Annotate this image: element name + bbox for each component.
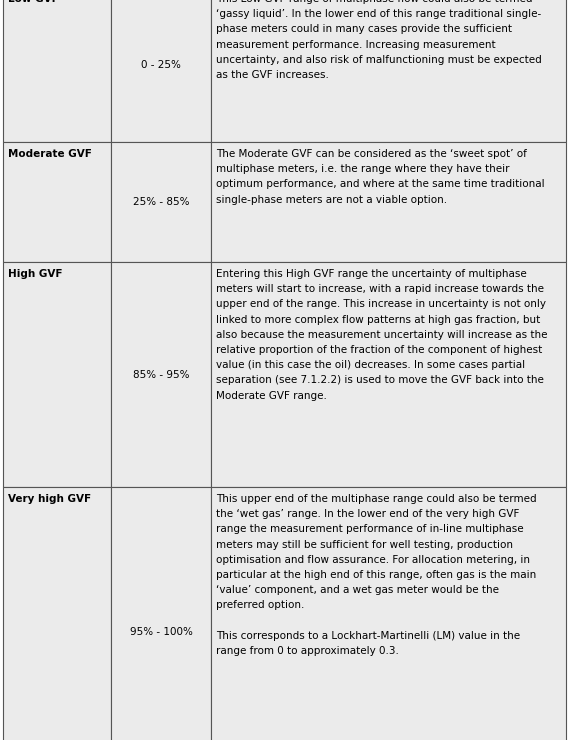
Text: 25% - 85%: 25% - 85% — [133, 197, 189, 207]
Text: Moderate GVF: Moderate GVF — [8, 149, 92, 159]
Text: Low GVF: Low GVF — [8, 0, 59, 4]
Text: This upper end of the multiphase range could also be termed
the ‘wet gas’ range.: This upper end of the multiphase range c… — [216, 494, 537, 656]
Bar — [3, 142, 111, 262]
Bar — [3, 262, 111, 487]
Bar — [111, 487, 211, 740]
Text: The Moderate GVF can be considered as the ‘sweet spot’ of
multiphase meters, i.e: The Moderate GVF can be considered as th… — [216, 149, 545, 204]
Bar — [211, 0, 566, 142]
Text: 0 - 25%: 0 - 25% — [141, 59, 181, 70]
Bar — [111, 262, 211, 487]
Bar — [211, 487, 566, 740]
Text: Very high GVF: Very high GVF — [8, 494, 91, 504]
Text: Entering this High GVF range the uncertainty of multiphase
meters will start to : Entering this High GVF range the uncerta… — [216, 269, 547, 400]
Bar — [111, 0, 211, 142]
Bar — [211, 142, 566, 262]
Text: This Low GVF range of multiphase flow could also be termed
‘gassy liquid’. In th: This Low GVF range of multiphase flow co… — [216, 0, 542, 80]
Text: High GVF: High GVF — [8, 269, 63, 279]
Text: 95% - 100%: 95% - 100% — [130, 627, 192, 637]
Text: 85% - 95%: 85% - 95% — [133, 369, 189, 380]
Bar — [3, 0, 111, 142]
Bar — [111, 142, 211, 262]
Bar — [3, 487, 111, 740]
Bar — [211, 262, 566, 487]
